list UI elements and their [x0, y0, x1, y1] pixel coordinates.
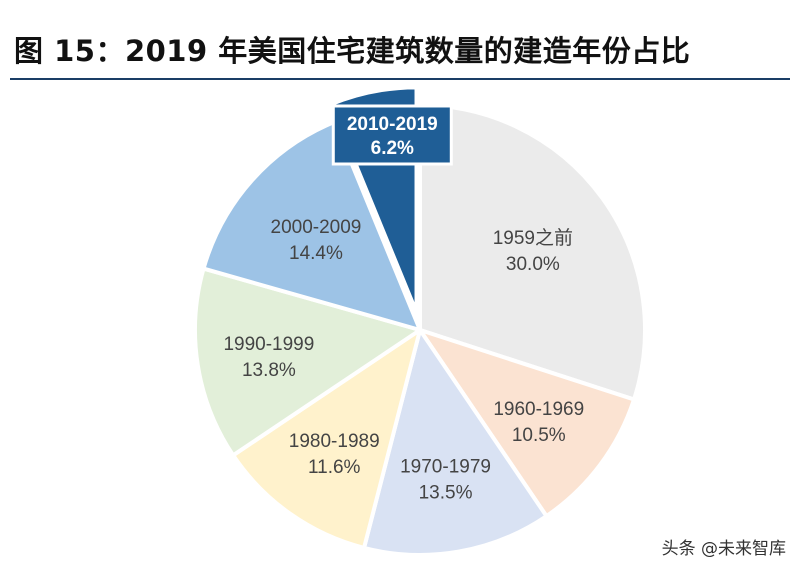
slice-value: 6.2% [371, 138, 414, 159]
pie-labels: 1959之前30.0%1960-196910.5%1970-197913.5%1… [223, 104, 584, 503]
slice-label-2010-2019: 2010-2019 6.2% [331, 104, 453, 166]
slice-label-1980-1989: 1980-1989 11.6% [289, 431, 380, 478]
slice-name: 1980-1989 [289, 431, 380, 452]
slice-label-2000-2009: 2000-2009 14.4% [271, 217, 362, 264]
slice-label-1959之前: 1959之前 30.0% [493, 227, 573, 275]
slice-value: 11.6% [308, 457, 361, 478]
slice-value: 10.5% [512, 425, 566, 446]
slice-name: 2010-2019 [347, 114, 438, 135]
slice-name: 1960-1969 [493, 399, 584, 420]
slice-value: 13.5% [419, 482, 473, 503]
slice-label-1990-1999: 1990-1999 13.8% [223, 334, 314, 381]
pie-slice-1970-1979 [362, 328, 549, 557]
pie-slice-1959之前 [418, 103, 647, 402]
slice-value: 13.8% [242, 360, 296, 381]
slice-label-1960-1969: 1960-1969 10.5% [493, 399, 584, 446]
slice-name: 1970-1979 [400, 456, 491, 477]
title-underline [10, 78, 790, 80]
slice-name: 1990-1999 [223, 334, 314, 355]
slice-value: 30.0% [506, 254, 560, 275]
slice-value: 14.4% [289, 243, 343, 264]
chart-title: 图 15：2019 年美国住宅建筑数量的建造年份占比 [14, 34, 691, 68]
pie-slice-1960-1969 [418, 328, 636, 519]
pie-slice-2000-2009 [201, 119, 422, 332]
watermark: 头条 @未来智库 [661, 539, 786, 559]
slice-name: 2000-2009 [271, 217, 362, 238]
label-box [331, 104, 453, 166]
slice-label-1970-1979: 1970-1979 13.5% [400, 456, 491, 503]
pie-slice-1980-1989 [231, 328, 422, 550]
slice-name: 1959之前 [493, 227, 573, 249]
